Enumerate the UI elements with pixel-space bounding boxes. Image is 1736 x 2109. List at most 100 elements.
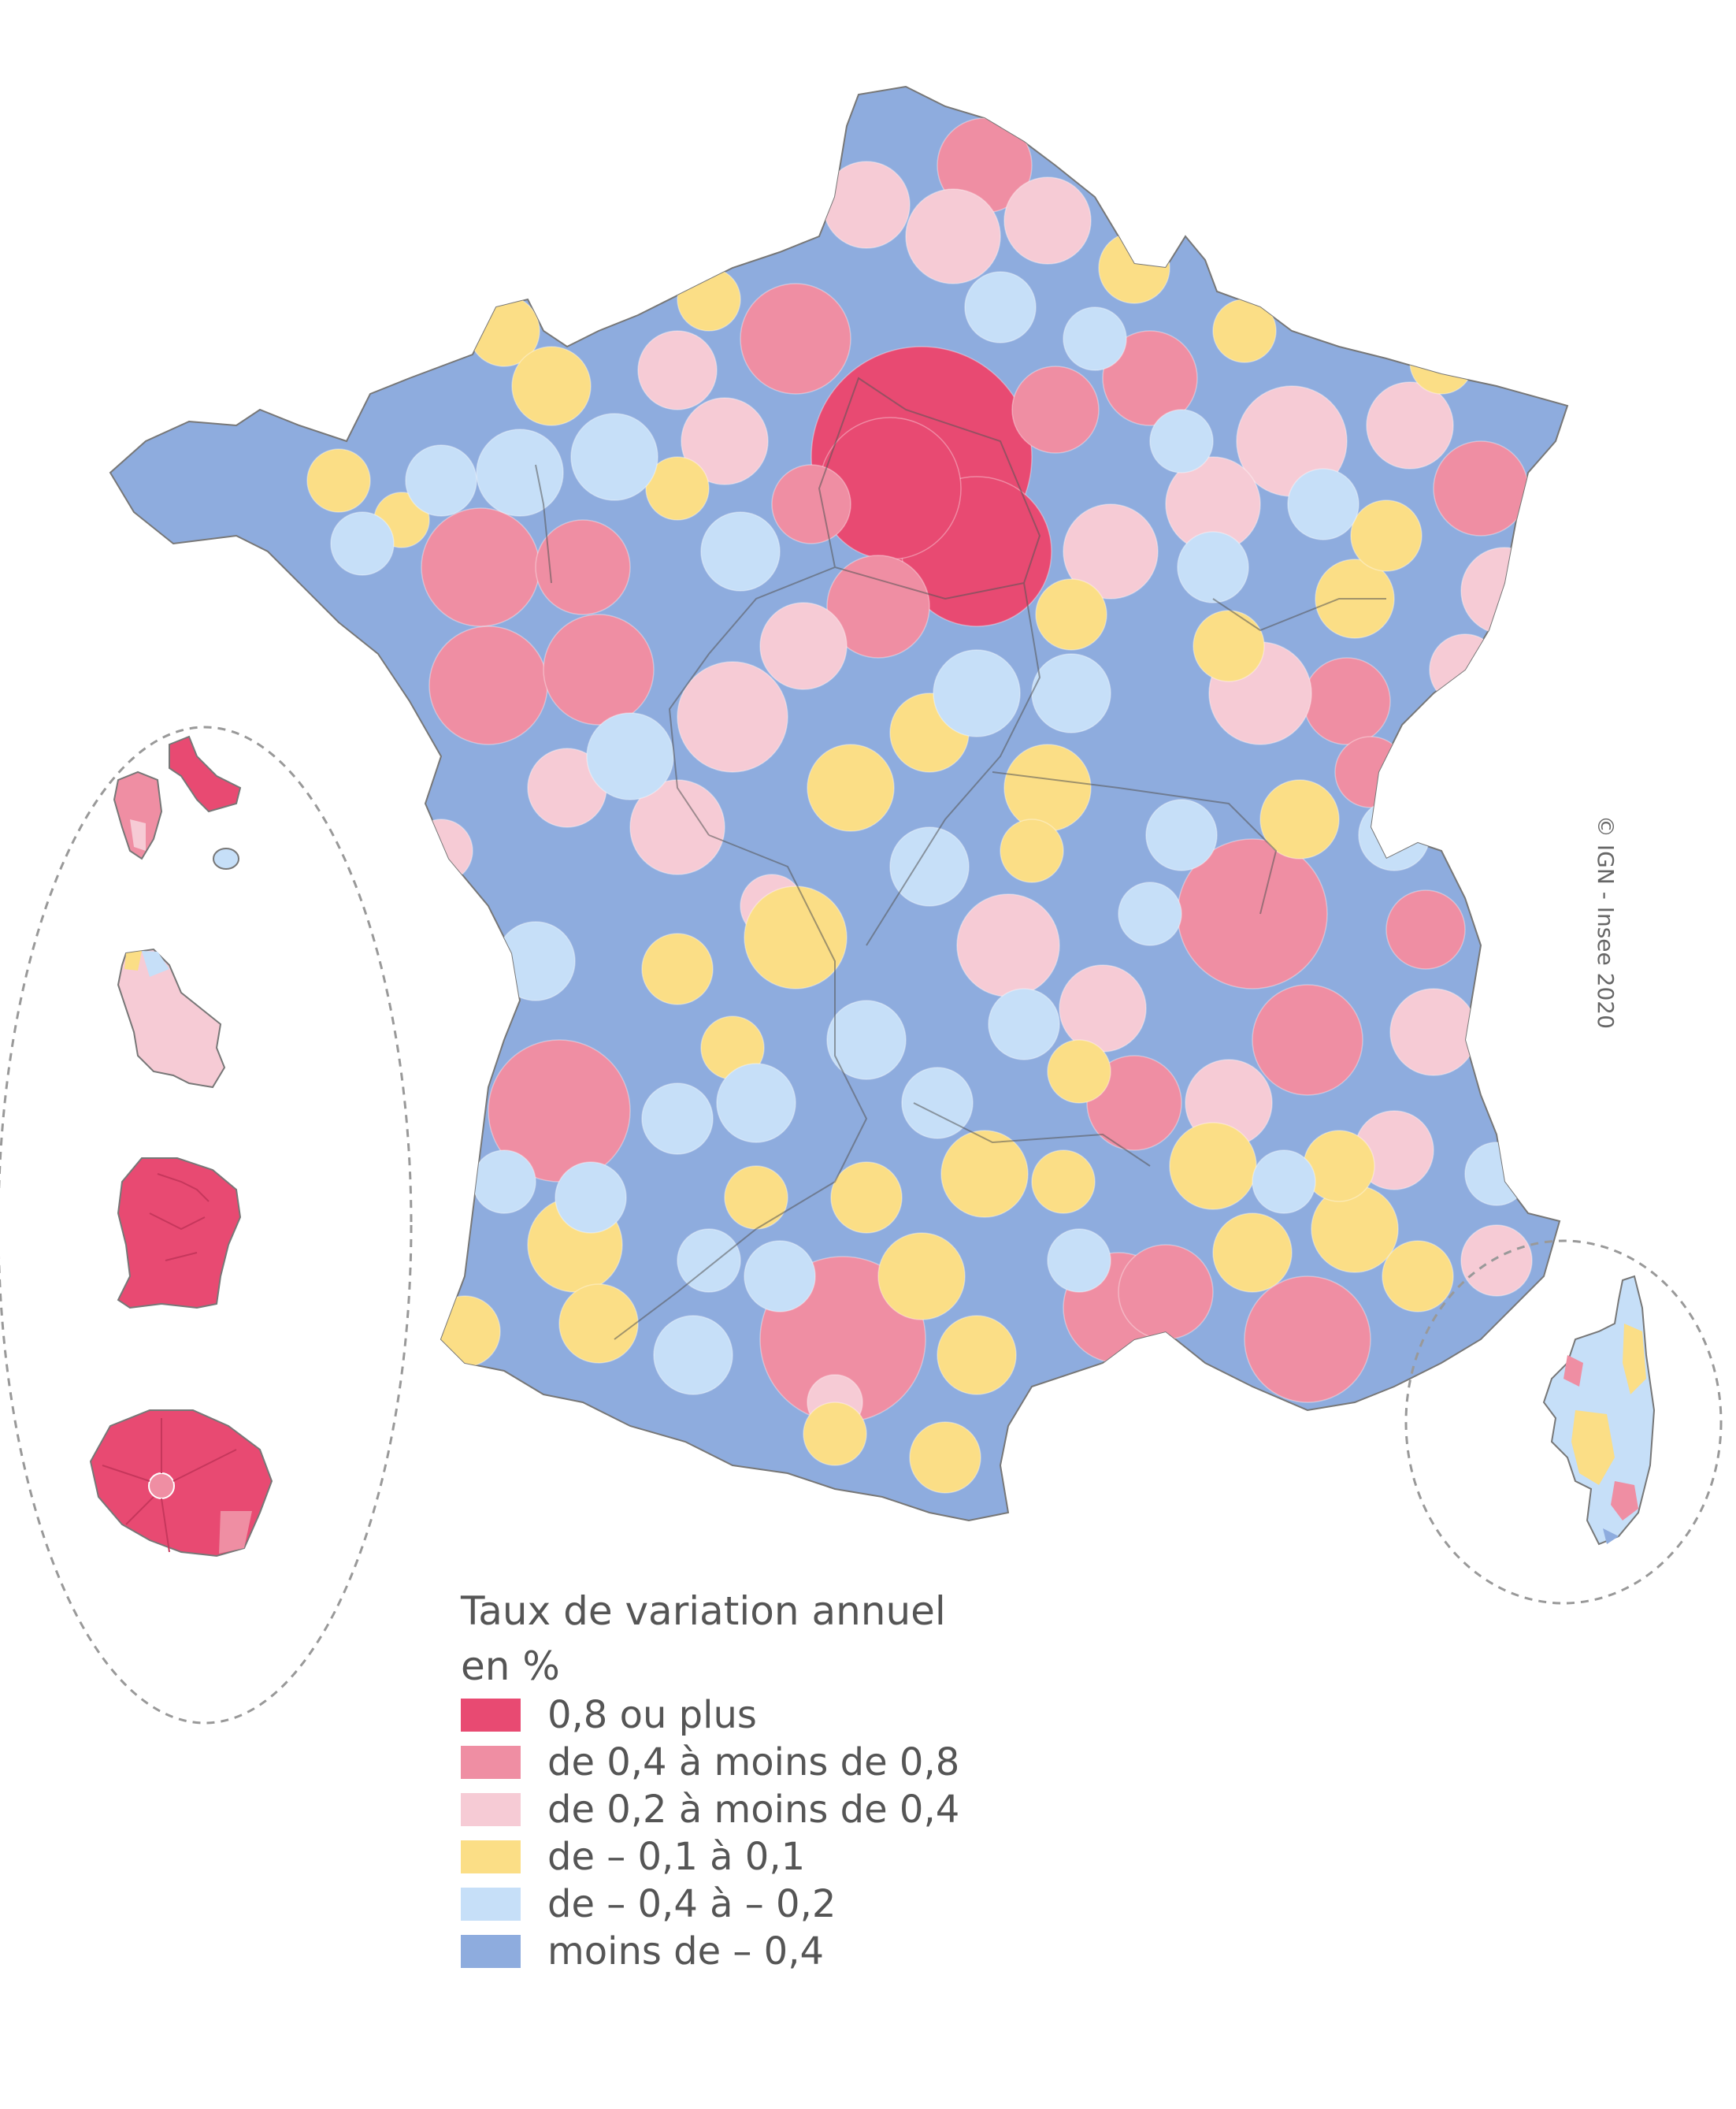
mainland-france (109, 85, 1569, 1522)
commune-area (1118, 1244, 1214, 1340)
legend-label: 0,8 ou plus (547, 1693, 757, 1737)
legend-item: de – 0,4 à – 0,2 (461, 1882, 836, 1926)
overseas-inset (0, 726, 413, 1725)
commune-area (807, 744, 895, 832)
commune-area (677, 1228, 741, 1293)
commune-area (1000, 819, 1064, 883)
commune-area (740, 283, 851, 395)
commune-area (1047, 1039, 1111, 1104)
commune-area (744, 1240, 816, 1313)
commune-area (905, 188, 1001, 284)
commune-area (822, 161, 911, 249)
commune-area (645, 456, 710, 521)
commune-area (700, 511, 781, 592)
commune-area (558, 1283, 639, 1364)
legend-item: de 0,2 à moins de 0,4 (461, 1788, 960, 1832)
commune-area (1334, 736, 1407, 808)
commune-area (803, 1402, 867, 1466)
commune-area (495, 921, 576, 1001)
legend-item: de 0,4 à moins de 0,8 (461, 1740, 960, 1784)
commune-area (555, 1161, 627, 1234)
legend-title-line1: Taux de variation annuel (461, 1588, 946, 1634)
legend-item: 0,8 ou plus (461, 1693, 757, 1737)
legend-label: de 0,2 à moins de 0,4 (547, 1788, 960, 1832)
legend-label: de – 0,4 à – 0,2 (547, 1882, 836, 1926)
commune-area (1303, 657, 1391, 745)
commune-area (1086, 1055, 1182, 1151)
commune-area (1003, 176, 1092, 265)
commune-area (1035, 578, 1107, 651)
commune-area (428, 626, 548, 745)
commune-area (1098, 232, 1170, 304)
commune-area (543, 614, 655, 726)
commune-area (1011, 366, 1100, 454)
legend-label: de – 0,1 à 0,1 (547, 1835, 806, 1879)
commune-area (759, 602, 848, 690)
commune-area (1460, 1224, 1533, 1297)
commune-area (933, 649, 1021, 737)
commune-area (1244, 1275, 1371, 1403)
commune-area (1212, 299, 1277, 363)
commune-area (1177, 531, 1249, 603)
commune-area (724, 1165, 788, 1230)
commune-area (1212, 1212, 1293, 1293)
commune-area (1259, 779, 1340, 860)
legend-label: de 0,4 à moins de 0,8 (547, 1740, 960, 1784)
commune-area (1433, 440, 1529, 537)
commune-area (641, 1082, 714, 1155)
legend-title-line2: en % (461, 1643, 560, 1689)
corsica-inset (1404, 1239, 1723, 1605)
commune-area (421, 507, 540, 627)
commune-area (653, 1315, 733, 1395)
commune-area (1003, 744, 1092, 832)
commune-area (940, 1130, 1029, 1218)
commune-area (1145, 799, 1218, 871)
commune-area (535, 519, 631, 615)
legend-item: de – 0,1 à 0,1 (461, 1835, 806, 1879)
commune-area (901, 1067, 974, 1139)
commune-area (428, 1295, 501, 1368)
commune-area (826, 1000, 907, 1080)
legend-swatch (461, 1793, 521, 1826)
commune-area (1385, 889, 1466, 970)
commune-area (1063, 306, 1127, 371)
legend-item: moins de – 0,4 (461, 1929, 824, 1973)
commune-area (511, 346, 592, 426)
commune-area (677, 661, 788, 773)
commune-area (476, 429, 564, 517)
legend-label: moins de – 0,4 (547, 1929, 824, 1973)
commune-area (1193, 610, 1265, 682)
commune-area (1464, 1142, 1529, 1206)
region-borders (535, 377, 1386, 1340)
guadeloupe (113, 735, 242, 870)
commune-area (405, 444, 477, 517)
commune-area (826, 555, 930, 659)
commune-area (1287, 468, 1359, 540)
commune-area (830, 1161, 903, 1234)
commune-area (1382, 1240, 1454, 1313)
commune-area (889, 826, 970, 907)
commune-area (570, 413, 658, 501)
commune-area (1429, 633, 1501, 706)
commune-area (988, 988, 1060, 1060)
commune-area (956, 893, 1060, 997)
commune-area (1059, 964, 1147, 1053)
martinique (117, 948, 226, 1089)
legend-swatch (461, 1935, 521, 1968)
commune-area (1409, 330, 1474, 395)
commune-area (1031, 1149, 1096, 1214)
commune-area (1358, 799, 1430, 871)
legend-swatch (461, 1699, 521, 1732)
corsica-inset-frame (1404, 1239, 1723, 1605)
guyane (117, 1157, 242, 1309)
commune-area (1063, 503, 1159, 600)
commune-area (744, 886, 848, 990)
commune-area (1118, 1354, 1182, 1419)
commune-area (677, 267, 741, 332)
commune-area (306, 448, 371, 513)
commune-area (1031, 653, 1111, 733)
commune-area (1252, 1149, 1316, 1214)
commune-area (330, 511, 395, 576)
commune-area (877, 1232, 966, 1320)
